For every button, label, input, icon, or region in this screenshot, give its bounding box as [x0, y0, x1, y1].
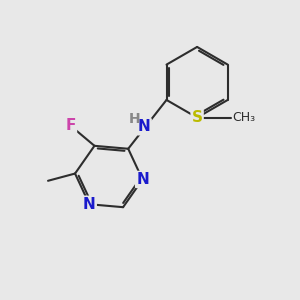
Text: CH₃: CH₃: [232, 111, 256, 124]
Text: N: N: [138, 119, 151, 134]
Text: F: F: [66, 118, 76, 134]
Text: S: S: [192, 110, 203, 125]
Text: N: N: [83, 197, 96, 212]
Text: H: H: [129, 112, 141, 126]
Text: N: N: [136, 172, 149, 187]
